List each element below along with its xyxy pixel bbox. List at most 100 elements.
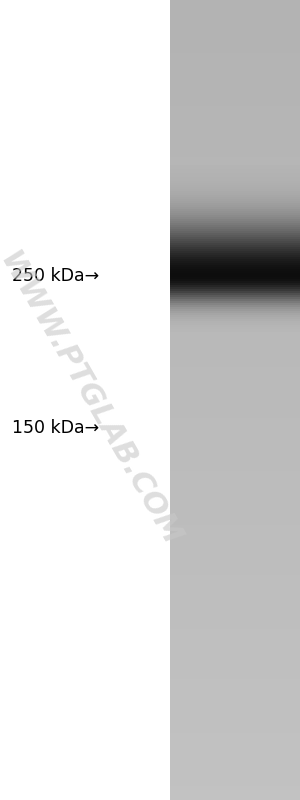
Bar	[170, 215, 300, 218]
Bar	[170, 698, 300, 702]
Bar	[170, 50, 300, 54]
Bar	[170, 214, 300, 216]
Bar	[170, 5, 300, 8]
Bar	[170, 394, 300, 398]
Bar	[170, 389, 300, 392]
Bar	[170, 0, 300, 2]
Bar	[170, 183, 300, 186]
Bar	[170, 87, 300, 90]
Bar	[170, 530, 300, 534]
Bar	[170, 211, 300, 214]
Bar	[170, 290, 300, 292]
Bar	[170, 514, 300, 518]
Bar	[170, 383, 300, 386]
Bar	[170, 287, 300, 290]
Bar	[170, 426, 300, 430]
Bar	[170, 218, 300, 220]
Bar	[170, 293, 300, 296]
Bar	[170, 310, 300, 312]
Bar	[170, 695, 300, 698]
Bar	[170, 261, 300, 264]
Bar	[170, 751, 300, 754]
Bar	[170, 578, 300, 582]
Bar	[170, 311, 300, 314]
Bar	[170, 722, 300, 726]
Bar	[170, 378, 300, 382]
Bar	[170, 279, 300, 282]
Bar	[170, 679, 300, 682]
Bar	[170, 314, 300, 316]
Bar	[170, 346, 300, 350]
Bar	[170, 591, 300, 594]
Bar	[170, 323, 300, 326]
Bar	[170, 271, 300, 274]
Bar	[170, 765, 300, 768]
Bar	[170, 138, 300, 142]
Bar	[170, 637, 300, 640]
Bar	[170, 218, 300, 222]
Bar	[170, 357, 300, 360]
Bar	[170, 330, 300, 332]
Bar	[170, 61, 300, 64]
Bar	[170, 77, 300, 80]
Bar	[170, 557, 300, 560]
Bar	[170, 259, 300, 262]
Bar	[170, 307, 300, 310]
Bar	[170, 647, 300, 650]
Bar	[170, 407, 300, 410]
Bar	[170, 549, 300, 552]
Bar	[170, 797, 300, 800]
Bar	[170, 335, 300, 338]
Bar	[170, 655, 300, 658]
Bar	[170, 319, 300, 322]
Bar	[170, 527, 300, 530]
Bar	[170, 493, 300, 496]
Bar	[170, 189, 300, 192]
Bar	[170, 234, 300, 238]
Bar	[170, 663, 300, 666]
Bar	[170, 623, 300, 626]
Bar	[170, 117, 300, 120]
Bar	[170, 302, 300, 304]
Bar	[170, 503, 300, 506]
Bar	[170, 338, 300, 342]
Bar	[170, 629, 300, 632]
Bar	[170, 203, 300, 206]
Bar	[170, 741, 300, 744]
Bar	[170, 786, 300, 790]
Bar	[170, 207, 300, 210]
Bar	[170, 298, 300, 300]
Bar	[170, 181, 300, 184]
Bar	[170, 743, 300, 746]
Bar	[170, 762, 300, 766]
Bar	[170, 354, 300, 358]
Bar	[170, 341, 300, 344]
Bar	[170, 474, 300, 478]
Bar	[170, 717, 300, 720]
Bar	[170, 10, 300, 14]
Bar	[170, 642, 300, 646]
Bar	[170, 327, 300, 330]
Bar	[170, 333, 300, 336]
Bar	[170, 375, 300, 378]
Bar	[170, 583, 300, 586]
Bar	[170, 511, 300, 514]
Bar	[170, 359, 300, 362]
Bar	[170, 247, 300, 250]
Bar	[170, 575, 300, 578]
Bar	[170, 174, 300, 176]
Bar	[170, 271, 300, 274]
Bar	[170, 754, 300, 758]
Bar	[170, 645, 300, 648]
Bar	[170, 258, 300, 260]
Bar	[170, 730, 300, 734]
Bar	[170, 231, 300, 234]
Bar	[170, 199, 300, 202]
Bar	[170, 165, 300, 168]
Bar	[170, 610, 300, 614]
Bar	[170, 213, 300, 216]
Bar	[170, 223, 300, 226]
Bar	[170, 775, 300, 778]
Bar	[170, 405, 300, 408]
Bar	[170, 570, 300, 574]
